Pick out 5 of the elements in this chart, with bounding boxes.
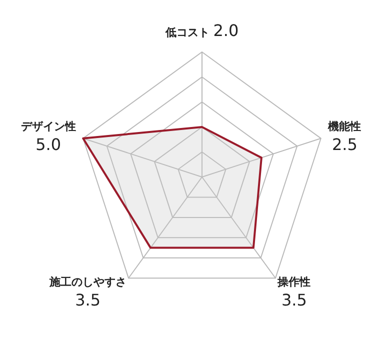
spoke-label: 施工のしやすさ 3.5 <box>48 275 126 310</box>
spoke-label: 操作性 3.5 <box>276 275 311 310</box>
spoke-label: 機能性 2.5 <box>327 120 362 154</box>
spoke-label: 低コスト 2.0 <box>164 21 239 40</box>
spoke-label: デザイン性 5.0 <box>20 120 76 154</box>
